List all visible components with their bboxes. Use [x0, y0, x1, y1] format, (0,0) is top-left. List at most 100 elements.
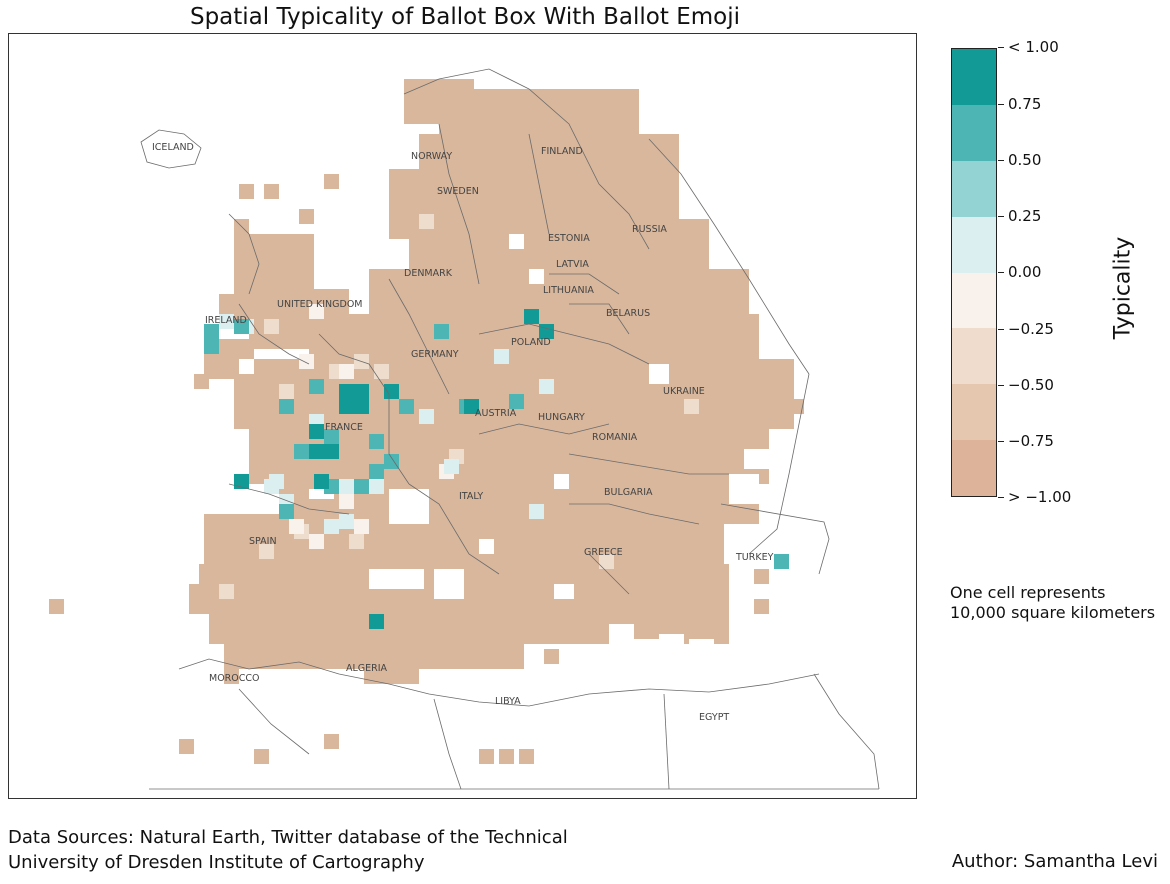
typicality-map: ICELAND NORWAY FINLAND SWEDEN RUSSIA ESTONIA L…: [49, 68, 880, 790]
country-border-line: [238, 303, 310, 365]
country-border-line: [228, 213, 260, 295]
map-cell: [364, 664, 419, 684]
map-cell: [294, 444, 309, 459]
colorbar-tick-label: −0.75: [998, 432, 1054, 450]
colorbar-segment: [952, 440, 996, 496]
colorbar-tick-label: > −1.00: [998, 488, 1071, 506]
map-cell: [429, 89, 444, 104]
map-cell: [544, 649, 559, 664]
map-cell: [309, 444, 324, 459]
colorbar-segment: [952, 104, 996, 161]
map-gap: [554, 474, 569, 489]
map-gap: [479, 539, 494, 554]
map-gap: [309, 489, 334, 499]
country-label: LIBYA: [495, 696, 521, 707]
turkey-east-line: [720, 503, 830, 575]
map-cell: [684, 399, 699, 414]
map-gap: [609, 624, 634, 644]
map-cell: [324, 174, 339, 189]
country-label: LITHUANIA: [543, 285, 594, 296]
map-cell: [324, 519, 339, 534]
colorbar-segment: [952, 216, 996, 273]
map-gap: [369, 569, 424, 589]
colorbar-tick-label: −0.50: [998, 376, 1054, 394]
colorbar-segment: [952, 272, 996, 329]
country-borders: [140, 68, 880, 790]
map-cell: [339, 514, 354, 529]
cell-layer: [49, 79, 804, 764]
colorbar-tick-label: −0.25: [998, 320, 1054, 338]
map-cell: [579, 629, 594, 644]
country-border-line: [408, 483, 500, 575]
country-border-line: [588, 553, 630, 595]
map-cell: [219, 584, 234, 599]
map-cell: [599, 554, 614, 569]
map-cell: [529, 504, 544, 519]
map-cell: [269, 474, 284, 489]
country-border-line: [388, 278, 450, 395]
country-border-line: [438, 123, 480, 285]
map-cell: [339, 384, 354, 399]
map-cell: [254, 749, 269, 764]
algeria-libya-border: [433, 698, 462, 790]
egypt-east-border: [813, 673, 880, 790]
colorbar-segment: [952, 49, 996, 105]
author-credit: Author: Samantha Levi: [951, 851, 1158, 872]
map-cell: [234, 319, 249, 334]
map-cell: [264, 319, 279, 334]
country-border-line: [478, 423, 610, 435]
cell-size-note: One cell represents 10,000 square kilome…: [950, 583, 1156, 622]
country-label: RUSSIA: [632, 224, 667, 235]
country-label: HUNGARY: [538, 412, 585, 423]
map-gap: [434, 569, 464, 599]
map-cell: [309, 534, 324, 549]
map-cell: [754, 599, 769, 614]
map-cell: [384, 454, 399, 469]
map-cell: [354, 479, 369, 494]
map-cell: [299, 209, 314, 224]
country-border-line: [549, 273, 620, 295]
country-label: GREECE: [584, 547, 623, 558]
map-cell: [354, 519, 369, 534]
map-cell: [279, 504, 294, 519]
country-label: DENMARK: [404, 268, 453, 279]
map-cell: [339, 479, 354, 494]
country-label: SWEDEN: [437, 186, 479, 197]
country-label: FINLAND: [541, 146, 583, 157]
country-border-line: [403, 68, 650, 250]
map-cell: [769, 399, 784, 414]
colorbar: [951, 48, 997, 497]
map-cell: [314, 474, 329, 489]
map-cell: [369, 479, 384, 494]
colorbar-tick-label: 0.50: [998, 151, 1041, 169]
map-cell: [714, 629, 729, 644]
libya-egypt-border: [663, 693, 670, 790]
map-cell: [754, 569, 769, 584]
map-cell: [234, 474, 249, 489]
map-cell: [339, 494, 354, 509]
map-cell: [309, 304, 324, 319]
country-label: MOROCCO: [209, 673, 260, 684]
map-cell: [369, 464, 384, 479]
country-border-line: [568, 453, 729, 475]
map-gap: [769, 429, 789, 444]
russia-boundary-line: [648, 138, 810, 375]
map-cell: [309, 379, 324, 394]
map-cell: [369, 614, 384, 629]
country-label: ROMANIA: [592, 432, 638, 443]
country-border-line: [228, 483, 350, 515]
map-cell: [279, 399, 294, 414]
map-cell: [339, 399, 354, 414]
map-cell: [444, 459, 459, 474]
map-cell: [524, 309, 539, 324]
country-label: SPAIN: [249, 536, 277, 547]
east-boundary-line: [748, 373, 810, 555]
morocco-algeria-border: [238, 688, 310, 755]
map-cell: [259, 544, 274, 559]
sources-line-2: University of Dresden Institute of Carto…: [8, 852, 425, 873]
colorbar-tick-label: < 1.00: [998, 38, 1059, 56]
map-cell: [194, 374, 209, 389]
country-label: NORWAY: [411, 151, 452, 162]
map-cell: [369, 434, 384, 449]
country-label: GERMANY: [411, 349, 459, 360]
